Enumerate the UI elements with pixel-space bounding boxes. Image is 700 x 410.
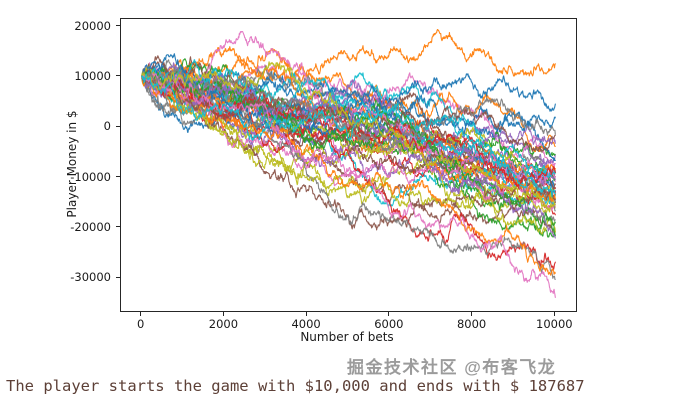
y-tick-mark <box>116 226 120 228</box>
caption-text: The player starts the game with $10,000 … <box>6 377 585 395</box>
watermark: 掘金技术社区 @布客飞龙 <box>347 358 557 377</box>
y-tick-label: -20000 <box>70 219 111 234</box>
y-tick-mark <box>116 176 120 178</box>
y-tick-label: 10000 <box>74 68 111 83</box>
line-chart-canvas <box>121 19 576 311</box>
x-tick-label: 6000 <box>374 317 404 331</box>
x-tick-mark <box>388 312 390 316</box>
figure: Player Money in $ Number of bets 20000 10… <box>65 18 577 344</box>
x-tick-label: 8000 <box>456 317 487 331</box>
x-tick-label: 2000 <box>208 317 239 331</box>
x-tick-mark <box>140 312 142 316</box>
y-tick-mark <box>116 276 120 278</box>
x-tick-mark <box>222 312 224 316</box>
y-tick-mark <box>116 25 120 27</box>
y-tick-mark <box>116 75 120 77</box>
y-tick-label: 0 <box>103 119 111 134</box>
y-tick-label: -30000 <box>70 270 111 285</box>
y-tick-label: -10000 <box>70 169 111 184</box>
x-tick-mark <box>471 312 473 316</box>
x-tick-label: 0 <box>137 317 145 331</box>
y-tick-mark <box>116 125 120 127</box>
x-tick-mark <box>305 312 307 316</box>
plot-area <box>120 18 577 312</box>
y-tick-label: 20000 <box>74 18 111 33</box>
x-tick-label: 4000 <box>291 317 321 331</box>
x-tick-label: 10000 <box>536 317 573 331</box>
x-axis-label: Number of bets <box>300 330 394 344</box>
x-tick-mark <box>553 312 555 316</box>
